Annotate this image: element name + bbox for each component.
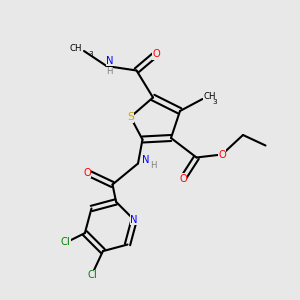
Text: 3: 3 [88,51,93,57]
Text: N: N [142,155,149,165]
Text: O: O [83,167,91,178]
Text: O: O [218,149,226,160]
Text: O: O [152,49,160,59]
Text: N: N [130,215,138,225]
Text: 3: 3 [213,99,218,105]
Text: N: N [106,56,114,66]
Text: Cl: Cl [61,237,70,247]
Text: CH: CH [203,92,216,101]
Text: CH: CH [70,44,83,53]
Text: Cl: Cl [88,270,97,280]
Text: H: H [150,160,156,169]
Text: O: O [179,173,187,184]
Text: S: S [127,112,134,122]
Text: H: H [106,68,112,76]
